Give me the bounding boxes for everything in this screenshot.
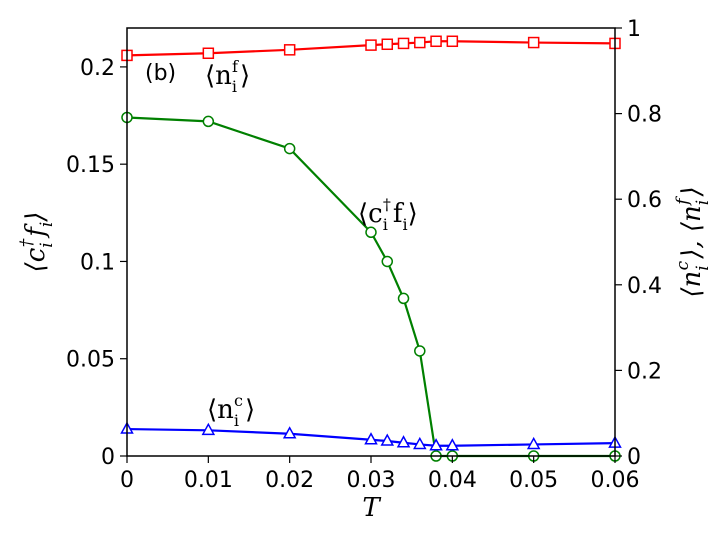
point-cf	[202, 115, 215, 128]
series-cf	[121, 111, 621, 462]
point-nc	[396, 435, 411, 448]
x-axis-title: T	[362, 493, 381, 523]
annotation-cf: ⟨ci†fi⟩	[358, 195, 418, 234]
y-left-tick-label: 0.2	[80, 56, 115, 81]
point-cf	[397, 292, 410, 305]
annotation-nc-sub: i	[234, 411, 239, 430]
point-nc	[445, 438, 460, 451]
annotation-cf-base: ⟨c	[358, 199, 383, 229]
point-nc	[413, 436, 427, 450]
point-nc	[364, 432, 378, 445]
panel-label: (b)	[145, 61, 176, 86]
point-nc	[282, 426, 297, 439]
annotation-nf-close: ⟩	[240, 61, 250, 91]
point-cf	[414, 345, 426, 357]
point-nc	[526, 436, 541, 450]
x-tick-label: 0.02	[265, 468, 314, 493]
series-layer	[120, 35, 622, 462]
y-right-tick-label: 1	[627, 17, 641, 42]
y-left-tick-label: 0.05	[66, 348, 115, 373]
y-left-tick-label: 0.15	[66, 153, 115, 178]
annotation-nf-sup: f	[232, 57, 239, 76]
point-nf	[381, 38, 394, 51]
annotation-cf-sub2: i	[402, 215, 407, 234]
point-nf	[414, 36, 426, 49]
annotation-cf-sup: †	[383, 195, 391, 214]
annotation-cf-sub: i	[383, 215, 388, 234]
annotation-cf-mid: f	[393, 199, 405, 229]
y-axis-right-title: ⟨nic⟩, ⟨nif⟩	[673, 186, 713, 297]
tick-layer: 0 0.01 0.02 0.03 0.04 0.05 0.0600.050.10.150.2…	[66, 17, 662, 493]
series-nc	[120, 421, 622, 451]
point-cf	[283, 142, 296, 155]
y-axis-left-title: ⟨ci†fi⟩	[17, 212, 57, 273]
y-right-tick-label: 0.6	[627, 188, 662, 213]
annotation-nc-base: ⟨n	[207, 395, 234, 425]
annotation-nf-base: ⟨n	[205, 61, 232, 91]
point-nf	[446, 35, 459, 48]
point-nf	[430, 35, 442, 48]
x-tick-label: 0.04	[428, 468, 477, 493]
y-right-tick-label: 0.4	[627, 274, 662, 299]
y-right-tick-label: 0.8	[627, 103, 662, 128]
point-nf	[202, 47, 215, 60]
point-nc	[380, 433, 395, 446]
plot-frame	[126, 27, 616, 457]
y-right-tick-label: 0.2	[627, 359, 662, 384]
point-nc	[429, 438, 443, 451]
point-cf	[381, 255, 394, 268]
x-tick-label: 0.01	[184, 468, 233, 493]
y-right-tick-label: 0	[627, 445, 641, 470]
series-line-cf	[126, 116, 615, 458]
series-nf	[121, 35, 621, 62]
x-tick-label: 0.05	[509, 468, 558, 493]
x-tick-label: 0	[120, 468, 134, 493]
annotation-nf-sub: i	[232, 77, 237, 96]
annotation-nf: ⟨nif⟩	[205, 57, 250, 96]
point-nf	[397, 37, 410, 50]
annotation-nc-close: ⟩	[245, 395, 255, 425]
x-tick-label: 0.06	[591, 468, 640, 493]
point-cf	[365, 226, 377, 239]
point-nc	[201, 422, 216, 436]
point-nf	[527, 36, 540, 49]
point-nf	[283, 44, 296, 56]
annotation-cf-close: ⟩	[408, 199, 418, 229]
annotation-nc: ⟨nic⟩	[207, 391, 255, 430]
y-left-tick-label: 0.1	[80, 250, 115, 275]
y-left-tick-label: 0	[101, 445, 115, 470]
annotation-nc-sup: c	[234, 391, 243, 410]
x-tick-label: 0.03	[347, 468, 396, 493]
point-nf	[365, 39, 377, 51]
